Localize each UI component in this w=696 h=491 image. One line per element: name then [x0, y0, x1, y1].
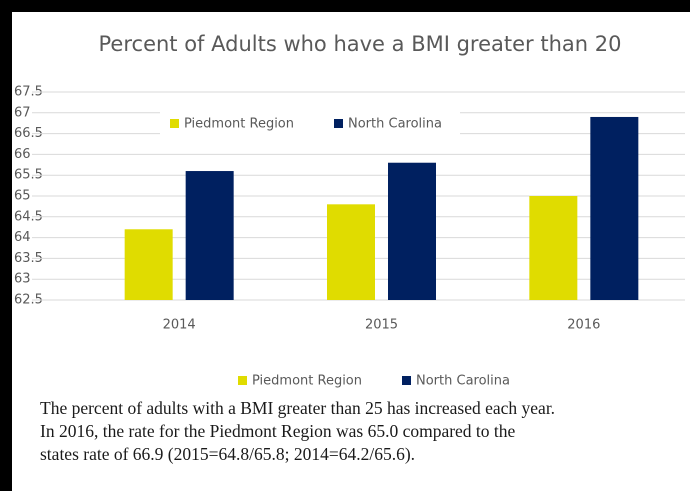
border-top [0, 0, 690, 12]
caption-line: The percent of adults with a BMI greater… [40, 398, 555, 418]
legend-label: North Carolina [416, 374, 510, 389]
bar [388, 162, 436, 300]
y-tick-label: 67.5 [14, 85, 43, 100]
y-tick-label: 66 [14, 147, 31, 162]
y-tick-label: 64.5 [14, 209, 43, 224]
bar [327, 204, 375, 300]
legend-swatch [334, 119, 343, 128]
y-tick-label: 63.5 [14, 251, 43, 266]
bar [529, 196, 578, 300]
y-tick-label: 62.5 [14, 293, 43, 308]
y-tick-label: 65 [14, 189, 31, 204]
bar [590, 116, 639, 301]
y-tick-label: 66.5 [14, 126, 43, 141]
border-left [0, 0, 12, 491]
y-tick-label: 65.5 [14, 168, 43, 183]
y-tick-label: 64 [14, 230, 31, 245]
caption-line: In 2016, the rate for the Piedmont Regio… [40, 421, 516, 441]
caption-line: states rate of 66.9 (2015=64.8/65.8; 201… [40, 444, 415, 464]
chart-title: Percent of Adults who have a BMI greater… [99, 32, 622, 56]
x-tick-label: 2014 [163, 318, 196, 333]
legend-swatch [402, 376, 411, 385]
y-tick-label: 67 [14, 105, 31, 120]
bar [124, 229, 173, 300]
legend-box [160, 112, 460, 136]
x-tick-label: 2016 [567, 318, 600, 333]
legend-swatch [238, 376, 247, 385]
legend-label: Piedmont Region [252, 374, 362, 389]
legend-label: North Carolina [348, 117, 442, 132]
legend-label: Piedmont Region [184, 117, 294, 132]
x-tick-label: 2015 [365, 318, 398, 333]
bar [185, 171, 234, 300]
legend-swatch [170, 119, 179, 128]
y-tick-label: 63 [14, 272, 31, 287]
